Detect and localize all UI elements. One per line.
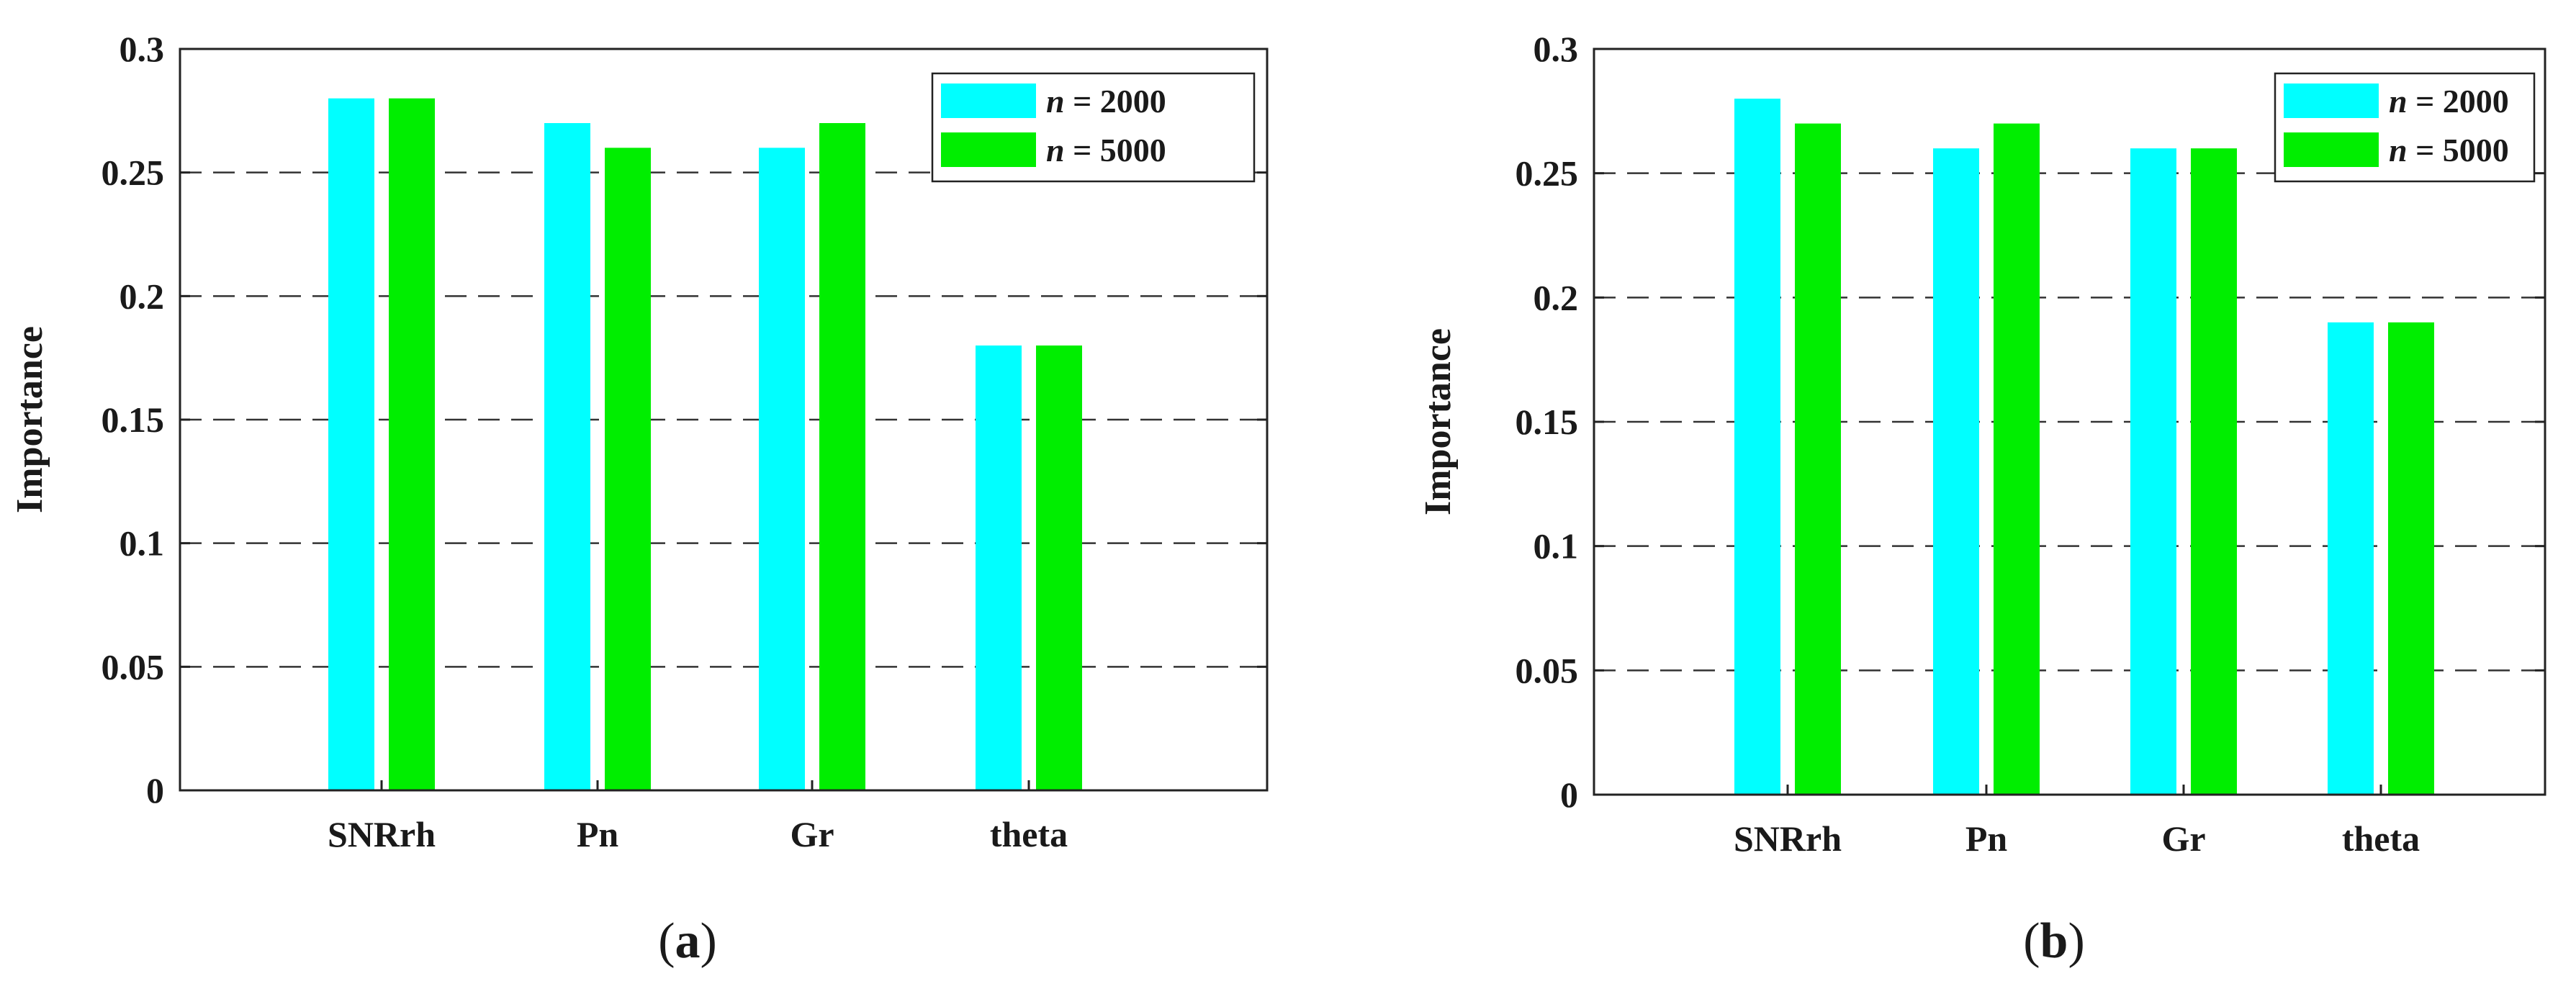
x-tick-label-pn: Pn (1965, 818, 2008, 859)
x-tick-label-snrrh: SNRrh (328, 814, 436, 854)
legend-label-1: n = 2000 (2389, 83, 2509, 119)
x-tick-label-theta: theta (990, 814, 1068, 854)
y-tick-label: 0.15 (102, 399, 165, 440)
bar-pn-series-2 (605, 148, 651, 791)
y-tick-label: 0.3 (1534, 29, 1579, 69)
y-tick-label: 0.3 (120, 29, 165, 69)
bar-pn-series-1 (1933, 148, 1979, 795)
legend-swatch-1 (941, 83, 1036, 118)
y-axis-label: Importance (1418, 328, 1459, 515)
x-tick-label-pn: Pn (577, 814, 619, 854)
y-axis-label: Importance (9, 326, 50, 513)
legend-swatch-2 (2284, 132, 2379, 167)
y-tick-label: 0.2 (120, 276, 165, 316)
x-tick-label-gr: Gr (790, 814, 834, 854)
legend-swatch-2 (941, 132, 1036, 167)
y-tick-label: 0.1 (120, 523, 165, 564)
legend-label-1: n = 2000 (1046, 83, 1166, 119)
bar-snrrh-series-1 (328, 98, 374, 790)
y-tick-label: 0.15 (1516, 402, 1579, 442)
x-tick-label-theta: theta (2342, 818, 2420, 859)
bar-theta-series-2 (1036, 346, 1082, 790)
legend: n = 2000 n = 5000 (931, 72, 1256, 183)
y-tick-label: 0.2 (1534, 277, 1579, 317)
bar-snrrh-series-1 (1734, 99, 1780, 795)
panel-caption: (a) (658, 913, 717, 969)
y-tick-label: 0.05 (102, 646, 165, 687)
bar-gr-series-1 (2130, 148, 2176, 795)
bar-theta-series-1 (2328, 322, 2374, 795)
bar-pn-series-1 (544, 123, 590, 790)
chart-panel-b: 0 0.05 0.1 0.15 0.2 0.25 0.3 SNRrh Pn Gr theta Impo… (1418, 29, 2546, 969)
panel-caption: (b) (2023, 913, 2085, 969)
legend-swatch-1 (2284, 83, 2379, 118)
bar-gr-series-1 (759, 148, 805, 791)
y-tick-label: 0.05 (1516, 650, 1579, 690)
bar-gr-series-2 (2191, 148, 2237, 795)
bar-gr-series-2 (819, 123, 865, 790)
x-tick-label-gr: Gr (2161, 818, 2205, 859)
y-tick-label: 0.25 (1516, 153, 1579, 194)
y-tick-label: 0.25 (102, 153, 165, 193)
bar-pn-series-2 (1994, 123, 2040, 795)
legend: n = 2000 n = 5000 (2274, 72, 2536, 183)
legend-label-2: n = 5000 (2389, 132, 2509, 168)
bar-theta-series-2 (2388, 322, 2434, 795)
legend-label-2: n = 5000 (1046, 132, 1166, 168)
y-tick-label: 0 (1560, 775, 1578, 815)
bar-snrrh-series-2 (1795, 123, 1841, 795)
y-tick-label: 0 (146, 770, 164, 810)
bar-snrrh-series-2 (389, 98, 435, 790)
x-tick-label-snrrh: SNRrh (1734, 818, 1842, 859)
y-tick-label: 0.1 (1534, 526, 1579, 566)
bar-theta-series-1 (976, 346, 1022, 790)
chart-panel-a: 0 0.05 0.1 0.15 0.2 0.25 0.3 SNRrh Pn Gr theta Impo… (9, 29, 1269, 969)
